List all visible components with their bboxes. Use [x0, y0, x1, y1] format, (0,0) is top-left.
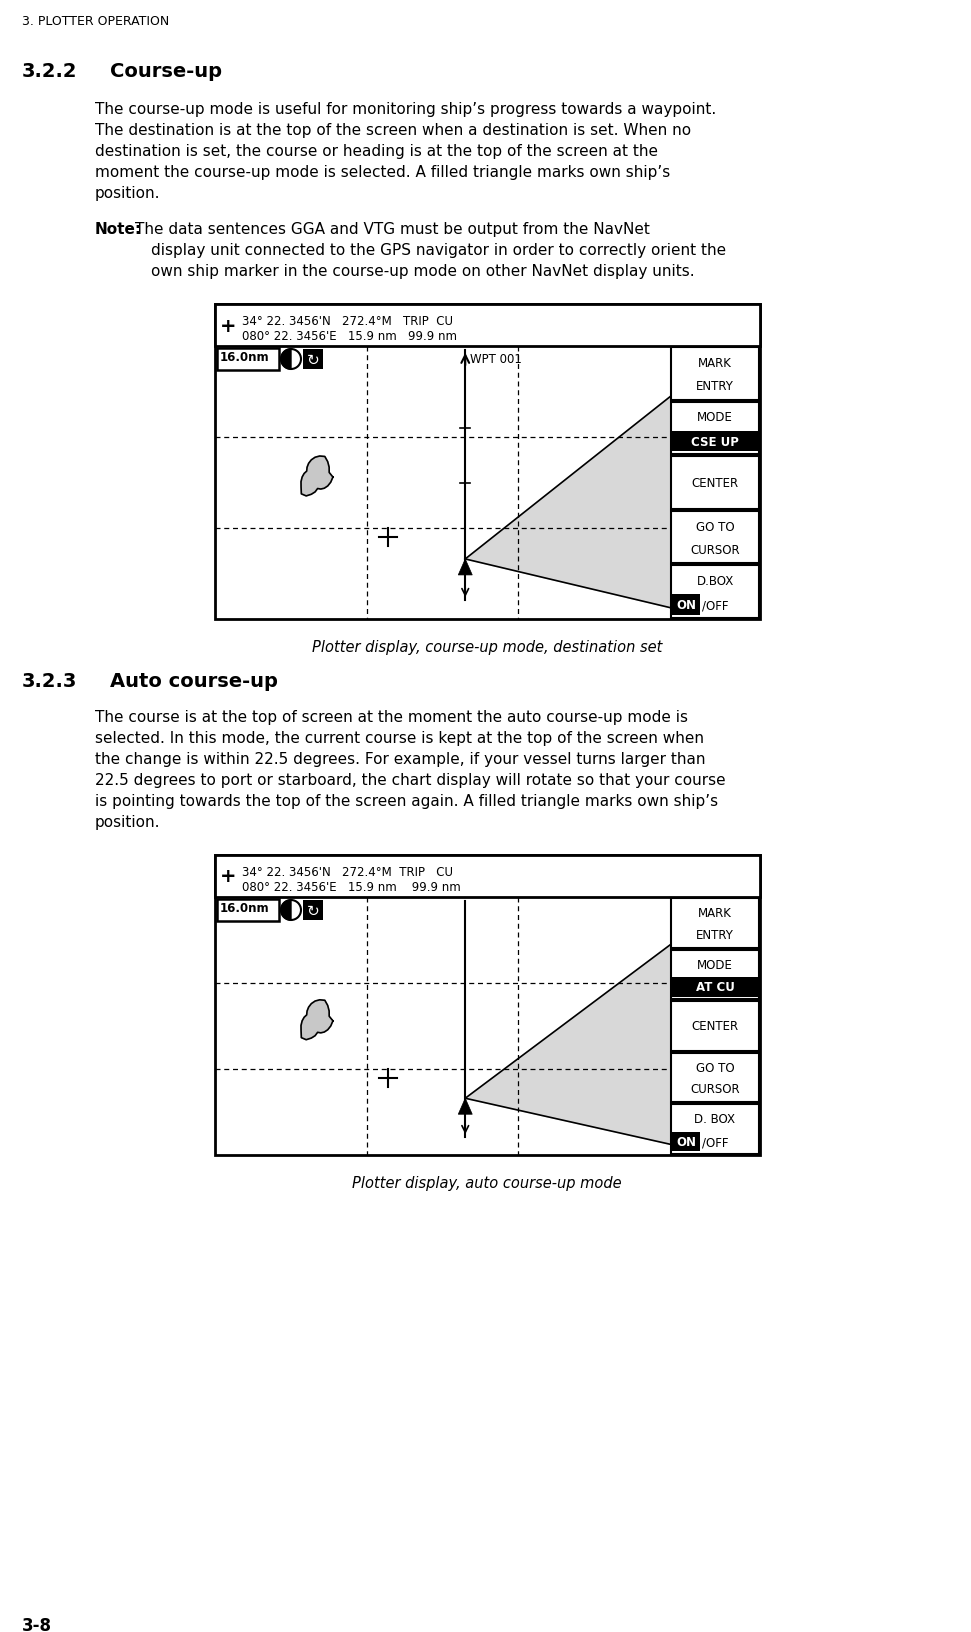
Text: ENTRY: ENTRY [696, 929, 734, 942]
FancyBboxPatch shape [671, 899, 759, 948]
Text: ON: ON [676, 599, 696, 612]
Text: WPT 001: WPT 001 [470, 353, 522, 366]
Polygon shape [281, 349, 291, 370]
Text: Course-up: Course-up [110, 62, 222, 82]
Text: the change is within 22.5 degrees. For example, if your vessel turns larger than: the change is within 22.5 degrees. For e… [95, 752, 706, 767]
Text: The course is at the top of screen at the moment the auto course-up mode is: The course is at the top of screen at th… [95, 710, 688, 725]
Text: destination is set, the course or heading is at the top of the screen at the: destination is set, the course or headin… [95, 144, 658, 158]
Text: 16.0nm: 16.0nm [220, 901, 270, 914]
Text: selected. In this mode, the current course is kept at the top of the screen when: selected. In this mode, the current cour… [95, 731, 704, 746]
Text: Note:: Note: [95, 222, 142, 237]
Text: 080° 22. 3456'E   15.9 nm    99.9 nm: 080° 22. 3456'E 15.9 nm 99.9 nm [242, 880, 461, 893]
FancyBboxPatch shape [671, 566, 759, 619]
Text: MARK: MARK [698, 357, 732, 370]
FancyBboxPatch shape [671, 1002, 759, 1051]
Text: 16.0nm: 16.0nm [220, 351, 270, 364]
Polygon shape [215, 305, 760, 346]
Text: CENTER: CENTER [691, 1020, 739, 1033]
Text: display unit connected to the GPS navigator in order to correctly orient the: display unit connected to the GPS naviga… [151, 243, 726, 258]
FancyBboxPatch shape [217, 349, 279, 370]
Text: ENTRY: ENTRY [696, 380, 734, 393]
Text: The destination is at the top of the screen when a destination is set. When no: The destination is at the top of the scr… [95, 122, 691, 139]
Text: +: + [219, 867, 236, 886]
Text: position.: position. [95, 814, 160, 829]
Text: 3. PLOTTER OPERATION: 3. PLOTTER OPERATION [22, 15, 169, 28]
Text: MODE: MODE [697, 411, 733, 424]
FancyBboxPatch shape [303, 901, 323, 920]
Text: moment the course-up mode is selected. A filled triangle marks own ship’s: moment the course-up mode is selected. A… [95, 165, 670, 180]
Text: CENTER: CENTER [691, 477, 739, 490]
Text: 3.2.2: 3.2.2 [22, 62, 78, 82]
FancyBboxPatch shape [671, 457, 759, 509]
FancyBboxPatch shape [672, 431, 758, 452]
Text: MODE: MODE [697, 958, 733, 971]
Text: GO TO: GO TO [695, 521, 734, 534]
FancyBboxPatch shape [671, 1105, 759, 1154]
Text: 22.5 degrees to port or starboard, the chart display will rotate so that your co: 22.5 degrees to port or starboard, the c… [95, 772, 725, 788]
Text: D. BOX: D. BOX [694, 1113, 735, 1126]
Polygon shape [458, 1098, 472, 1115]
Text: MARK: MARK [698, 906, 732, 919]
Polygon shape [465, 397, 672, 609]
Text: CURSOR: CURSOR [690, 1082, 740, 1095]
FancyBboxPatch shape [672, 596, 700, 615]
Text: CURSOR: CURSOR [690, 543, 740, 557]
Text: 3-8: 3-8 [22, 1616, 52, 1632]
FancyBboxPatch shape [671, 348, 759, 400]
FancyBboxPatch shape [217, 899, 279, 922]
Text: GO TO: GO TO [695, 1061, 734, 1074]
Text: /OFF: /OFF [702, 599, 728, 612]
Text: +: + [219, 317, 236, 335]
FancyBboxPatch shape [672, 1133, 700, 1152]
Text: own ship marker in the course-up mode on other NavNet display units.: own ship marker in the course-up mode on… [151, 264, 694, 279]
Text: 3.2.3: 3.2.3 [22, 672, 78, 690]
Text: 34° 22. 3456'N   272.4°M  TRIP   CU: 34° 22. 3456'N 272.4°M TRIP CU [242, 865, 453, 878]
FancyBboxPatch shape [671, 511, 759, 565]
Text: /OFF: /OFF [702, 1136, 728, 1149]
Polygon shape [458, 560, 472, 576]
Text: 080° 22. 3456'E   15.9 nm   99.9 nm: 080° 22. 3456'E 15.9 nm 99.9 nm [242, 330, 457, 343]
Text: ON: ON [676, 1136, 696, 1149]
Text: Auto course-up: Auto course-up [110, 672, 278, 690]
Polygon shape [301, 1000, 333, 1040]
Polygon shape [215, 855, 760, 898]
Text: Plotter display, course-up mode, destination set: Plotter display, course-up mode, destina… [312, 640, 662, 654]
Polygon shape [281, 901, 291, 920]
Text: position.: position. [95, 186, 160, 201]
Text: is pointing towards the top of the screen again. A filled triangle marks own shi: is pointing towards the top of the scree… [95, 793, 719, 808]
Text: Plotter display, auto course-up mode: Plotter display, auto course-up mode [352, 1175, 621, 1190]
Text: CSE UP: CSE UP [691, 436, 739, 449]
Text: AT CU: AT CU [695, 981, 734, 994]
Polygon shape [465, 943, 672, 1146]
Polygon shape [301, 457, 333, 496]
Text: The data sentences GGA and VTG must be output from the NavNet: The data sentences GGA and VTG must be o… [135, 222, 650, 237]
FancyBboxPatch shape [672, 978, 758, 997]
Text: The course-up mode is useful for monitoring ship’s progress towards a waypoint.: The course-up mode is useful for monitor… [95, 101, 717, 118]
FancyBboxPatch shape [671, 1053, 759, 1103]
Text: ↻: ↻ [307, 902, 319, 917]
Text: D.BOX: D.BOX [696, 574, 734, 588]
Text: 34° 22. 3456'N   272.4°M   TRIP  CU: 34° 22. 3456'N 272.4°M TRIP CU [242, 315, 453, 328]
Text: ↻: ↻ [307, 353, 319, 367]
FancyBboxPatch shape [671, 950, 759, 999]
FancyBboxPatch shape [671, 403, 759, 455]
FancyBboxPatch shape [303, 349, 323, 370]
